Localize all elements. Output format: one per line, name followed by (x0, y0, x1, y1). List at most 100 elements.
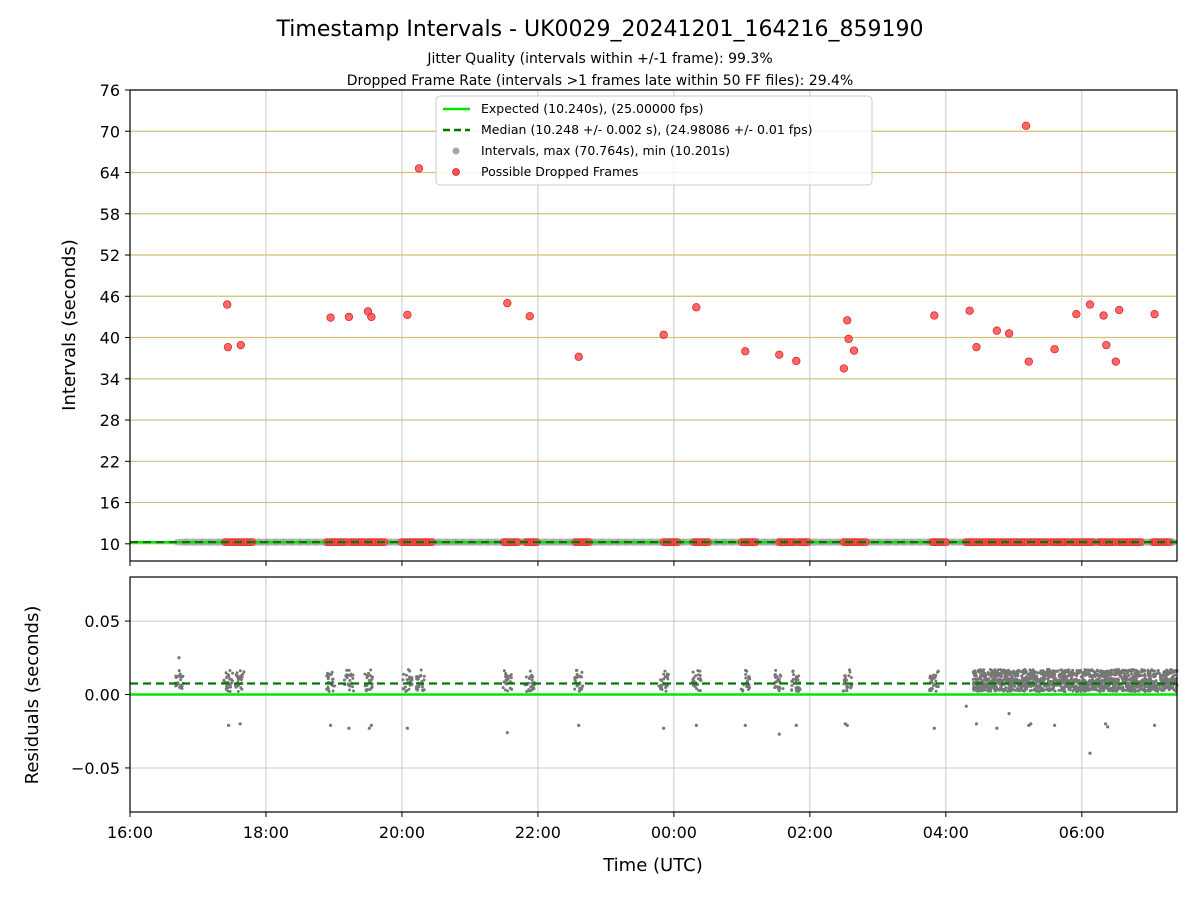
residual-point (1122, 677, 1126, 681)
residual-point (842, 682, 846, 686)
residual-point (1069, 685, 1073, 689)
residual-outlier-point (226, 723, 231, 727)
residual-outlier-point (505, 731, 509, 735)
residual-point (778, 680, 782, 684)
dropped-frame-point (844, 334, 853, 344)
residual-point (1131, 684, 1135, 688)
residual-point (1055, 683, 1059, 687)
residual-point (1029, 672, 1033, 676)
residual-point (1047, 680, 1051, 684)
residual-point (1057, 688, 1061, 692)
residual-point (776, 685, 780, 689)
residual-point (1084, 689, 1088, 693)
residual-point (1025, 676, 1029, 680)
dropped-frame-point (839, 364, 849, 373)
residual-point (934, 689, 938, 693)
residual-outlier-point (974, 722, 979, 726)
residual-point (1117, 668, 1121, 672)
residual-point (1107, 673, 1111, 677)
residual-point (994, 671, 998, 675)
residual-point (525, 689, 529, 693)
residual-point (1140, 668, 1144, 672)
chart-subtitle-dropped: Dropped Frame Rate (intervals >1 frames … (347, 73, 854, 89)
residual-point (402, 687, 406, 691)
top-ytick-label: 40 (100, 329, 120, 348)
residual-point (1031, 671, 1035, 675)
residual-outlier-point (405, 726, 409, 730)
residual-point (1011, 681, 1015, 685)
top-ytick-label: 28 (100, 411, 120, 430)
residual-point (842, 678, 846, 682)
residual-point (1028, 668, 1032, 672)
residual-point (1129, 684, 1133, 688)
dropped-frame-point (1102, 340, 1111, 350)
residual-point (370, 675, 374, 679)
residual-point (1084, 673, 1088, 677)
residual-outlier-point (238, 722, 242, 726)
residual-point (174, 684, 178, 688)
legend-intervals-label: Intervals, max (70.764s), min (10.201s) (481, 143, 730, 158)
residual-point (330, 670, 334, 674)
residual-point (1054, 669, 1058, 673)
residual-point (992, 670, 996, 674)
residual-point (1107, 669, 1111, 673)
residual-point (510, 687, 514, 691)
residual-outlier-point (1104, 722, 1108, 726)
dropped-frame-point (1115, 305, 1124, 315)
residual-point (363, 672, 367, 676)
residual-point (1095, 688, 1099, 692)
residual-point (796, 678, 800, 682)
residual-point (1156, 689, 1160, 693)
residual-point (746, 675, 750, 679)
residual-point (1091, 678, 1095, 682)
residual-outlier-point (347, 726, 351, 730)
residual-point (1120, 671, 1124, 675)
residual-point (1043, 677, 1047, 681)
residual-point (506, 689, 510, 693)
residual-outlier-point (1053, 723, 1057, 727)
residual-point (1122, 688, 1126, 692)
residual-point (1020, 674, 1024, 678)
residual-point (663, 669, 667, 673)
bottom-ylabel: Residuals (seconds) (22, 606, 43, 785)
residual-point (699, 678, 703, 682)
residual-point (1026, 684, 1030, 688)
residual-point (745, 685, 749, 689)
residual-point (1031, 674, 1035, 678)
residual-outlier-point (777, 732, 781, 736)
top-ytick-label: 10 (100, 535, 120, 554)
residual-point (1046, 677, 1050, 681)
residual-point (1042, 689, 1046, 693)
residual-point (1057, 675, 1061, 679)
residual-point (404, 673, 408, 677)
residual-point (657, 684, 661, 688)
dropped-frame-point (930, 311, 939, 320)
residual-point (1117, 678, 1121, 682)
residual-point (995, 685, 999, 689)
residual-point (1116, 671, 1120, 675)
residual-point (1012, 669, 1016, 673)
residual-point (1102, 685, 1106, 689)
residual-point (504, 671, 508, 675)
dropped-frame-point (1021, 121, 1031, 130)
residual-point (1051, 674, 1055, 678)
residual-point (1093, 670, 1097, 674)
bottom-ytick-label: 0.05 (84, 612, 120, 631)
residual-point (1006, 689, 1010, 693)
residual-point (1139, 683, 1143, 687)
residual-point (1139, 670, 1143, 674)
residual-point (1059, 668, 1063, 672)
residual-point (1035, 677, 1039, 681)
dropped-frame-point (414, 164, 424, 173)
bottom-ticks: 16:00 18:00 20:00 22:00 00:00 02:00 04:00 06:00… (71, 612, 1105, 842)
dropped-frame-point (525, 312, 534, 321)
dropped-frame-point (992, 326, 1001, 335)
residual-point (226, 673, 230, 677)
residual-point (1023, 686, 1027, 690)
residual-point (1044, 684, 1048, 688)
dropped-frame-point (367, 312, 376, 322)
residual-point (978, 670, 982, 674)
residual-point (971, 677, 975, 681)
residual-point (229, 677, 233, 681)
